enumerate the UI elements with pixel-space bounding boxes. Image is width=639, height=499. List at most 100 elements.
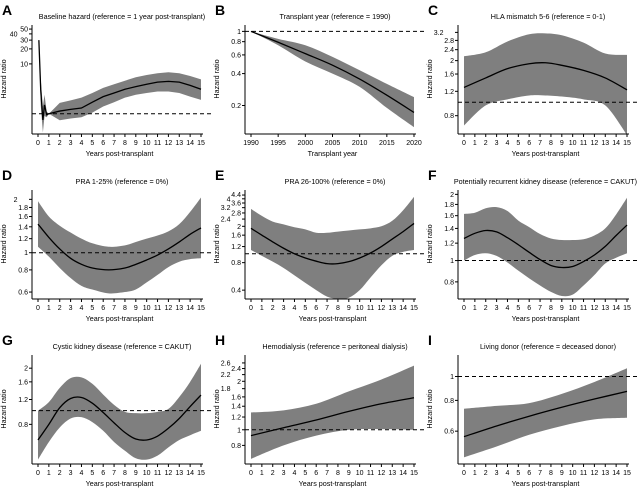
y-tick-label: 20 xyxy=(20,46,28,53)
x-tick-label: 5 xyxy=(303,470,307,477)
x-axis-label: Years post-transplant xyxy=(512,479,580,488)
panel-letter: D xyxy=(2,167,12,183)
x-tick-label: 15 xyxy=(197,140,205,147)
x-tick-label: 7 xyxy=(112,305,116,312)
panel-title: Living donor (reference = deceased donor… xyxy=(480,342,616,351)
x-tick-label: 8 xyxy=(123,140,127,147)
y-tick-label: 1.2 xyxy=(18,236,28,243)
x-tick-label: 9 xyxy=(347,470,351,477)
x-tick-label: 15 xyxy=(623,305,631,312)
x-tick-label: 5 xyxy=(516,140,520,147)
panel-letter: A xyxy=(2,2,12,18)
hazard-ratio-line xyxy=(250,397,415,437)
y-tick-label: 1.8 xyxy=(221,386,231,393)
y-axis-label: Hazard ratio xyxy=(212,389,221,428)
y-tick-label: 1.8 xyxy=(444,202,454,209)
x-tick-label: 12 xyxy=(591,470,599,477)
x-tick-label: 1 xyxy=(473,140,477,147)
x-tick-label: 11 xyxy=(580,305,587,312)
x-tick-label: 8 xyxy=(123,305,127,312)
x-axis-label: Years post-transplant xyxy=(299,314,367,323)
y-tick-label: 2 xyxy=(237,224,241,231)
y-tick-label: 1 xyxy=(450,374,454,381)
x-tick-label: 11 xyxy=(367,305,374,312)
x-tick-label: 1995 xyxy=(270,140,286,147)
x-tick-label: 9 xyxy=(560,470,564,477)
y-axis-label: Hazard ratio xyxy=(425,389,434,428)
panel-h: H Hemodialysis (reference = peritoneal di… xyxy=(212,332,425,488)
x-axis-label: Years post-transplant xyxy=(86,149,154,158)
x-tick-label: 10 xyxy=(143,470,151,477)
y-tick-label: 3.6 xyxy=(231,200,241,207)
panel-letter: F xyxy=(428,167,437,183)
x-tick-label: 14 xyxy=(612,470,620,477)
hazard-ratio-line xyxy=(463,224,628,269)
x-tick-label: 10 xyxy=(143,140,151,147)
x-tick-label: 11 xyxy=(154,305,161,312)
panel-letter: I xyxy=(428,332,432,348)
y-tick-label: 1.8 xyxy=(18,205,28,212)
x-tick-label: 7 xyxy=(112,470,116,477)
y-axis-label: Hazard ratio xyxy=(212,59,221,98)
y-tick-label: 3.2 xyxy=(434,30,444,37)
y-axis-label: Hazard ratio xyxy=(0,59,8,98)
x-tick-label: 2005 xyxy=(325,140,341,147)
x-tick-label: 3 xyxy=(495,470,499,477)
x-tick-label: 6 xyxy=(527,140,531,147)
confidence-band xyxy=(251,196,414,300)
x-tick-label: 5 xyxy=(90,470,94,477)
confidence-band xyxy=(464,33,627,136)
x-tick-label: 5 xyxy=(90,305,94,312)
x-tick-label: 4 xyxy=(80,140,84,147)
y-tick-label: 2 xyxy=(24,366,28,373)
panel-c: C HLA mismatch 5-6 (reference = 0-1)0 1 2 3 4… xyxy=(425,2,638,158)
x-tick-label: 8 xyxy=(123,470,127,477)
x-tick-label: 14 xyxy=(186,140,194,147)
x-tick-label: 14 xyxy=(186,470,194,477)
y-tick-label: 0.4 xyxy=(231,288,241,295)
panel-title: HLA mismatch 5-6 (reference = 0-1) xyxy=(491,12,605,21)
x-tick-label: 10 xyxy=(569,305,577,312)
panel-a: A Baseline hazard (reference = 1 year pos… xyxy=(0,2,212,158)
y-tick-label: 1.4 xyxy=(231,404,241,411)
y-tick-label: 10 xyxy=(20,61,28,68)
x-tick-label: 6 xyxy=(314,470,318,477)
x-tick-label: 1 xyxy=(47,140,51,147)
x-tick-label: 8 xyxy=(549,305,553,312)
panel-title: Baseline hazard (reference = 1 year post… xyxy=(39,12,205,21)
x-tick-label: 3 xyxy=(69,470,73,477)
panel-d: D PRA 1-25% (reference = 0%)0 1 2 3 4 5 6 7 8 9 10 1… xyxy=(0,167,212,323)
confidence-band xyxy=(251,365,414,459)
hazard-ratio-line xyxy=(37,394,202,441)
x-tick-label: 5 xyxy=(516,305,520,312)
y-tick-label: 2.8 xyxy=(444,38,454,45)
y-tick-label: 1.2 xyxy=(231,244,241,251)
panel-i: I Living donor (reference = deceased dono… xyxy=(425,332,638,488)
x-tick-label: 15 xyxy=(197,305,205,312)
x-tick-label: 1 xyxy=(260,470,264,477)
panel-title: PRA 1-25% (reference = 0%) xyxy=(76,177,169,186)
y-tick-label: 0.8 xyxy=(444,279,454,286)
y-tick-label: 4 xyxy=(227,196,231,203)
x-tick-label: 11 xyxy=(367,470,374,477)
x-tick-label: 12 xyxy=(165,305,173,312)
x-tick-label: 3 xyxy=(495,140,499,147)
x-tick-label: 9 xyxy=(560,305,564,312)
x-tick-label: 14 xyxy=(186,305,194,312)
x-tick-label: 6 xyxy=(101,470,105,477)
x-tick-label: 1 xyxy=(473,470,477,477)
x-tick-label: 2 xyxy=(271,470,275,477)
hazard-ratio-line xyxy=(463,390,628,438)
y-axis-label: Hazard ratio xyxy=(425,59,434,98)
y-tick-label: 0.8 xyxy=(18,422,28,429)
x-tick-label: 6 xyxy=(101,140,105,147)
x-tick-label: 1 xyxy=(473,305,477,312)
x-tick-label: 0 xyxy=(462,140,466,147)
hazard-ratio-line xyxy=(37,223,202,271)
y-tick-label: 50 xyxy=(20,27,28,34)
y-tick-label: 0.6 xyxy=(18,290,28,297)
panel-title: Cystic kidney disease (reference = CAKUT… xyxy=(53,342,192,351)
x-tick-label: 0 xyxy=(36,140,40,147)
x-tick-label: 2 xyxy=(58,305,62,312)
y-tick-label: 0.8 xyxy=(444,398,454,405)
